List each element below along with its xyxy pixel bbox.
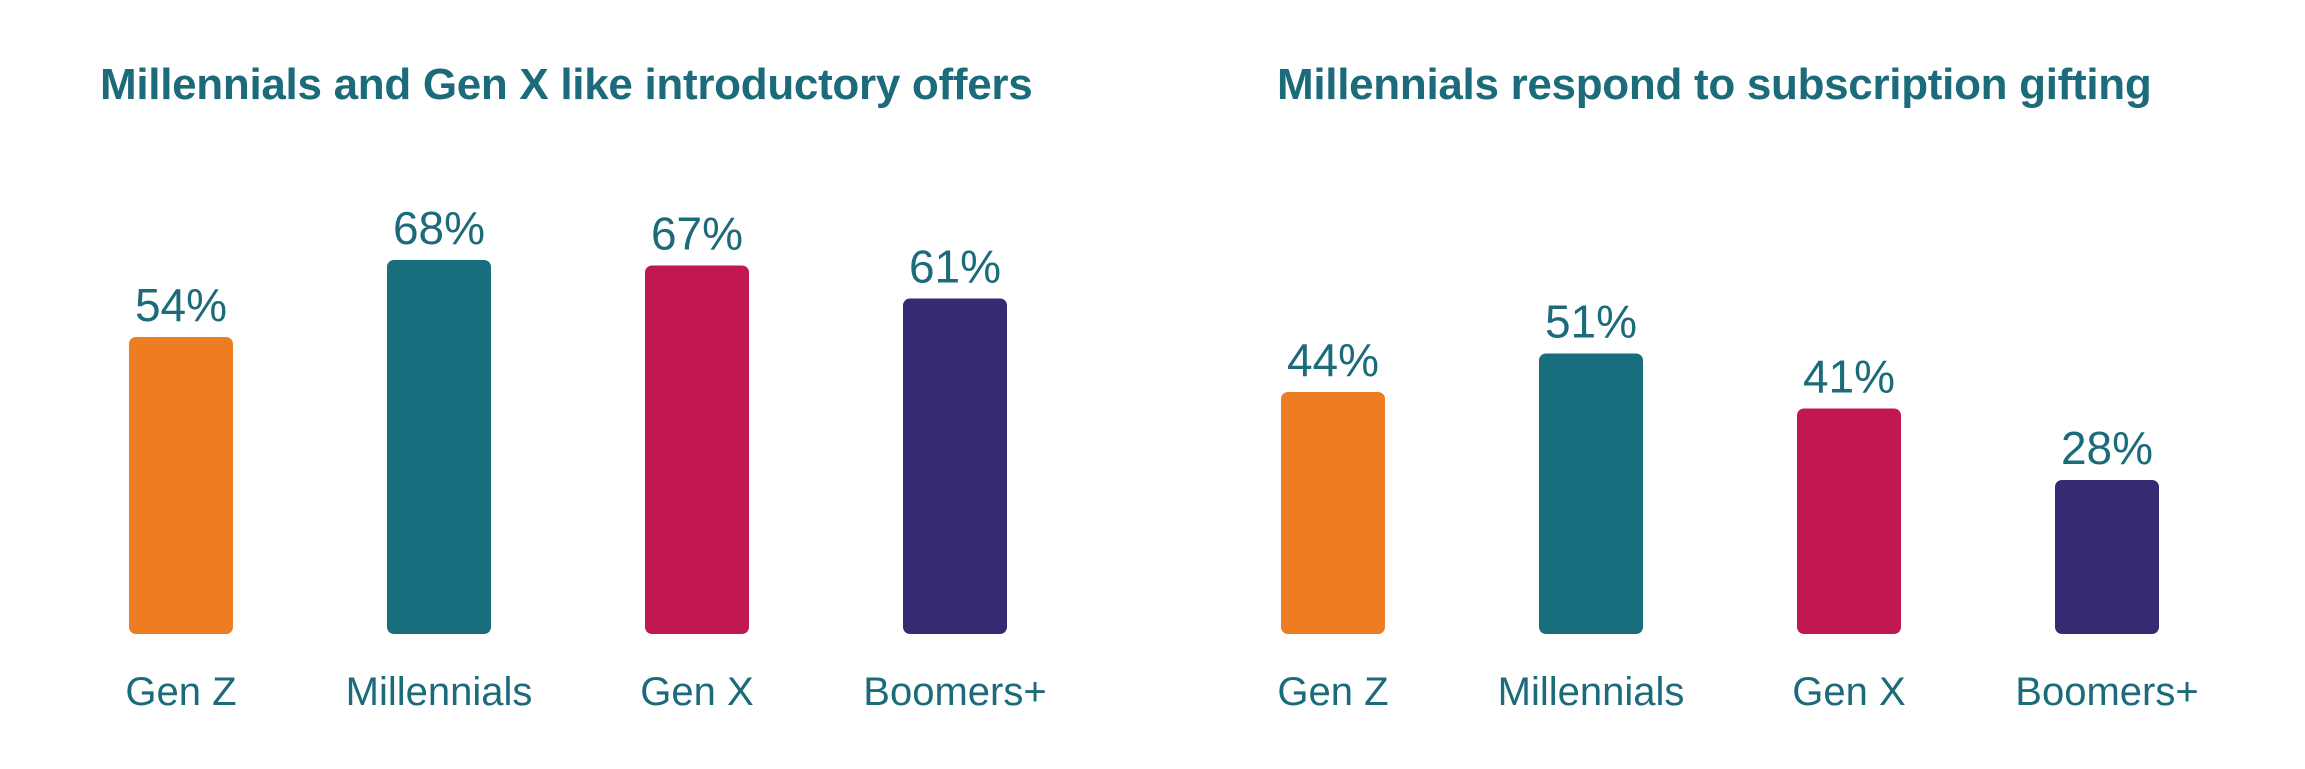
bar-millennials [387, 260, 491, 634]
category-label-millennials: Millennials [1498, 670, 1685, 714]
category-label-gen-x: Gen X [1792, 670, 1905, 714]
value-label-boomers: 61% [909, 241, 1001, 293]
value-label-millennials: 51% [1545, 296, 1637, 348]
value-label-gen-z: 54% [135, 279, 227, 331]
bar-gen-x [1797, 408, 1901, 634]
bar-gen-x [645, 265, 749, 634]
bar-gen-z [1281, 392, 1385, 634]
value-label-millennials: 68% [393, 202, 485, 254]
category-label-millennials: Millennials [346, 670, 533, 714]
chart-title: Millennials respond to subscription gift… [1277, 60, 2152, 109]
bar-boomers [903, 298, 1007, 634]
value-label-gen-x: 67% [651, 208, 743, 260]
category-label-boomers: Boomers+ [2015, 670, 2198, 714]
category-label-gen-z: Gen Z [1277, 670, 1388, 714]
chart-introductory-offers: Millennials and Gen X like introductory … [0, 0, 1150, 769]
bar-gen-z [129, 337, 233, 634]
value-label-boomers: 28% [2061, 422, 2153, 474]
bar-millennials [1539, 353, 1643, 634]
value-label-gen-x: 41% [1803, 351, 1895, 403]
category-label-gen-x: Gen X [640, 670, 753, 714]
value-label-gen-z: 44% [1287, 334, 1379, 386]
chart-title: Millennials and Gen X like introductory … [100, 60, 1033, 109]
bar-boomers [2055, 480, 2159, 634]
chart-subscription-gifting: Millennials respond to subscription gift… [1150, 0, 2305, 769]
category-label-gen-z: Gen Z [125, 670, 236, 714]
category-label-boomers: Boomers+ [863, 670, 1046, 714]
bar-chart-plot: 44% Gen Z 51% Millennials 41% Gen X 28% Boomers… [1277, 296, 2198, 715]
bar-chart-plot: 54% Gen Z 68% Millennials 67% Gen X 61% Boomers… [125, 202, 1046, 714]
